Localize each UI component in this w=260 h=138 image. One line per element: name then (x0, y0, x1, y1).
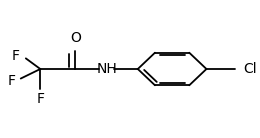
Text: NH: NH (96, 62, 117, 76)
Text: O: O (70, 31, 81, 45)
Text: Cl: Cl (243, 62, 257, 76)
Text: F: F (8, 74, 16, 88)
Text: F: F (36, 92, 44, 106)
Text: F: F (11, 49, 20, 63)
